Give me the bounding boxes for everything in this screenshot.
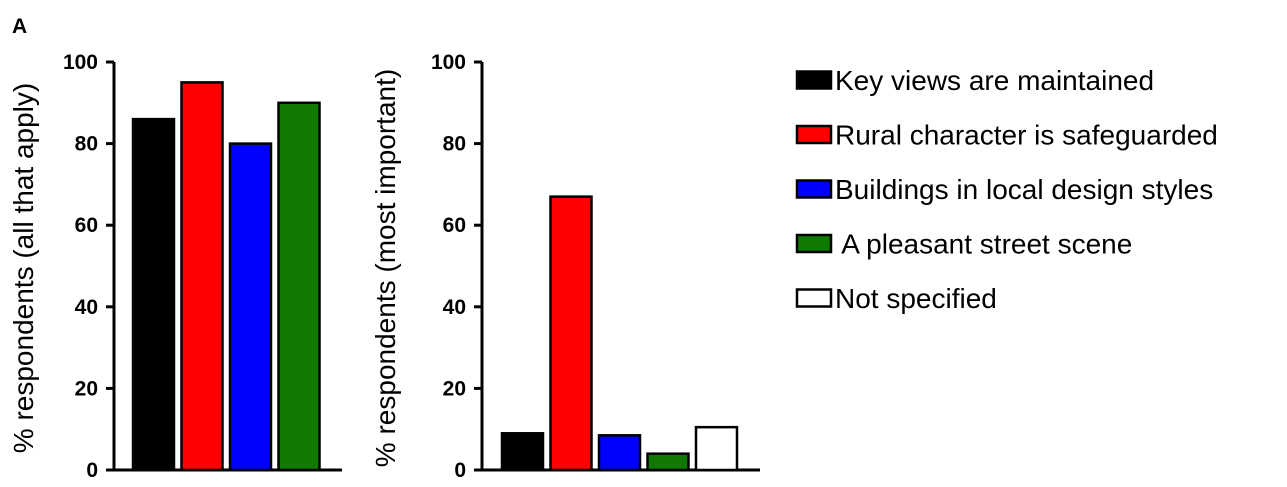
chart-panel-most-important: 0 20 40 60 80 100 % respondents (most importan… [370,51,760,482]
bar-a-pleasant-street-scene [277,101,321,472]
bar-not-specified [694,425,739,472]
legend-swatch [795,70,833,90]
bar-rural-character-is-safeguarded [549,195,593,472]
legend-item-a-pleasant-street-scene: A pleasant street scene [795,229,1132,260]
y-tick-label: 100 [431,51,466,74]
legend-item-buildings-in-local-design-styles: Buildings in local design styles [795,174,1213,205]
bar-a-pleasant-street-scene [646,452,690,472]
y-axis-title: % respondents (all that apply) [8,83,39,453]
bar-buildings-in-local-design-styles [597,434,642,472]
y-tick-label: 80 [443,133,466,156]
bar-buildings-in-local-design-styles [228,142,273,472]
legend-label: Not specified [835,283,997,314]
y-tick-label: 40 [443,296,466,319]
legend-label: Buildings in local design styles [835,174,1213,205]
legend-label: A pleasant street scene [835,229,1132,260]
chart-panel-all-that-apply: 0 20 40 60 80 100 % respondents (all that appl… [8,51,342,482]
legend-item-not-specified: Not specified [795,283,997,314]
y-tick-label: 80 [75,133,98,156]
panel-label: A [12,15,27,38]
legend-item-key-views-are-maintained: Key views are maintained [795,65,1154,96]
y-axis-title: % respondents (most important) [370,69,401,467]
legend-label: Rural character is safeguarded [835,120,1218,151]
bar-key-views-are-maintained [500,432,545,472]
y-tick-label: 60 [75,214,98,237]
legend-swatch [795,179,833,199]
y-tick-label: 0 [454,459,466,482]
legend-swatch [795,233,833,254]
bar-rural-character-is-safeguarded [180,81,224,472]
y-tick-label: 20 [75,377,98,400]
y-tick-label: 60 [443,214,466,237]
y-tick-label: 100 [63,51,98,74]
legend: Key views are maintained Rural character … [795,65,1218,314]
bar-key-views-are-maintained [131,117,176,472]
legend-label: Key views are maintained [835,65,1154,96]
legend-swatch [795,124,833,145]
y-tick-label: 0 [86,459,98,482]
legend-item-rural-character-is-safeguarded: Rural character is safeguarded [795,120,1218,151]
y-tick-label: 20 [443,377,466,400]
legend-swatch [795,288,833,308]
y-tick-label: 40 [75,296,98,319]
